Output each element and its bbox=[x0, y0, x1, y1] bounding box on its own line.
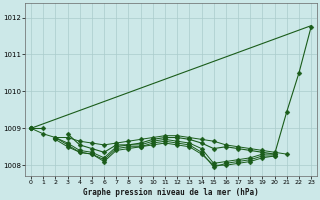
X-axis label: Graphe pression niveau de la mer (hPa): Graphe pression niveau de la mer (hPa) bbox=[83, 188, 259, 197]
